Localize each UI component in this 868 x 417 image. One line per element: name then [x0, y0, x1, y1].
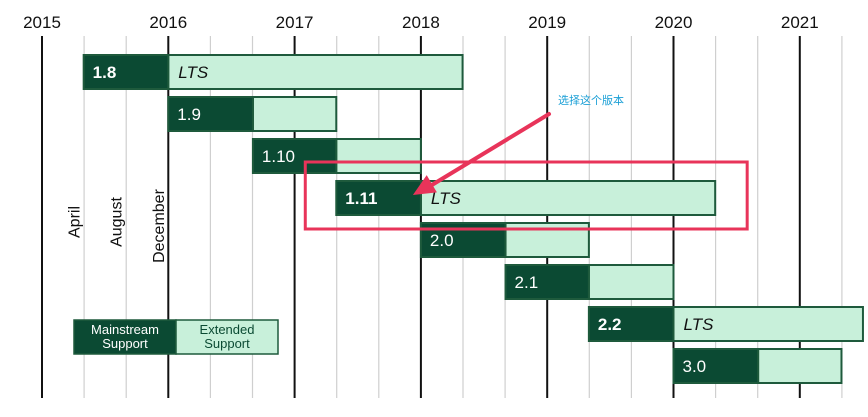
month-marker-april: April — [64, 195, 84, 249]
extended-support-segment — [757, 348, 843, 384]
mainstream-support-segment — [335, 180, 422, 216]
year-label-2019: 2019 — [528, 13, 566, 32]
version-label: 1.10 — [262, 147, 295, 166]
version-label: 1.8 — [93, 63, 117, 82]
mainstream-support-segment — [167, 96, 254, 132]
highlight-box — [303, 160, 749, 231]
version-label: 2.1 — [515, 273, 539, 292]
annotation: 选择这个版本 — [303, 93, 749, 231]
version-label: 2.2 — [598, 315, 622, 334]
legend: Mainstream Support Extended Support — [73, 319, 279, 355]
lts-label: LTS — [178, 63, 209, 82]
month-marker-label: August — [109, 197, 126, 247]
annotation-text: 选择这个版本 — [558, 93, 624, 107]
month-marker-labels: April August December — [64, 185, 168, 267]
release-bar-1-11: 1.11 LTS — [335, 180, 717, 216]
version-label: 3.0 — [683, 357, 707, 376]
legend-mainstream-swatch — [73, 319, 177, 355]
mainstream-support-segment — [672, 348, 760, 384]
legend-extended-label: Extended Support — [200, 322, 255, 351]
version-label: 2.0 — [430, 231, 454, 250]
month-marker-backing — [64, 195, 83, 249]
year-label-2021: 2021 — [781, 13, 819, 32]
month-marker-august: August — [106, 190, 126, 254]
release-bar-1-8: 1.8 LTS — [82, 54, 464, 90]
release-bar-1-10: 1.10 — [251, 138, 422, 174]
version-label: 1.9 — [177, 105, 201, 124]
legend-mainstream-label: Mainstream Support — [91, 322, 159, 351]
month-marker-label: April — [67, 206, 84, 238]
lts-label: LTS — [684, 315, 715, 334]
month-marker-december: December — [148, 185, 168, 267]
release-bar-2-1: 2.1 — [504, 264, 675, 300]
version-label: 1.11 — [345, 189, 377, 208]
mainstream-support-segment — [504, 264, 590, 300]
month-marker-backing — [148, 185, 167, 267]
lts-label: LTS — [431, 189, 462, 208]
release-bar-1-9: 1.9 — [167, 96, 338, 132]
year-label-2020: 2020 — [655, 13, 693, 32]
month-marker-label: December — [151, 188, 168, 262]
year-label-2018: 2018 — [402, 13, 440, 32]
year-label-2017: 2017 — [276, 13, 314, 32]
year-axis-labels: 2015 2016 2017 2018 2019 2020 2021 — [23, 13, 819, 32]
annotation-arrow-head — [412, 175, 437, 195]
extended-support-segment — [419, 180, 717, 216]
annotation-arrow-shaft — [424, 112, 551, 190]
mainstream-support-segment — [587, 306, 675, 342]
extended-support-segment — [251, 96, 338, 132]
release-bars: 1.8 LTS 1.9 1.10 1.11 LTS 2.0 2.1 2.2 LTS 3.0 — [82, 54, 864, 384]
release-bar-2-2: 2.2 LTS — [587, 306, 864, 342]
legend-extended-swatch — [175, 319, 279, 355]
extended-support-segment — [167, 54, 464, 90]
mainstream-support-segment — [82, 54, 170, 90]
month-marker-backing — [106, 190, 125, 254]
mainstream-support-segment — [251, 138, 338, 174]
extended-support-segment — [335, 138, 422, 174]
release-bar-3-0: 3.0 — [672, 348, 843, 384]
year-label-2015: 2015 — [23, 13, 61, 32]
year-label-2016: 2016 — [149, 13, 187, 32]
extended-support-segment — [587, 264, 675, 300]
